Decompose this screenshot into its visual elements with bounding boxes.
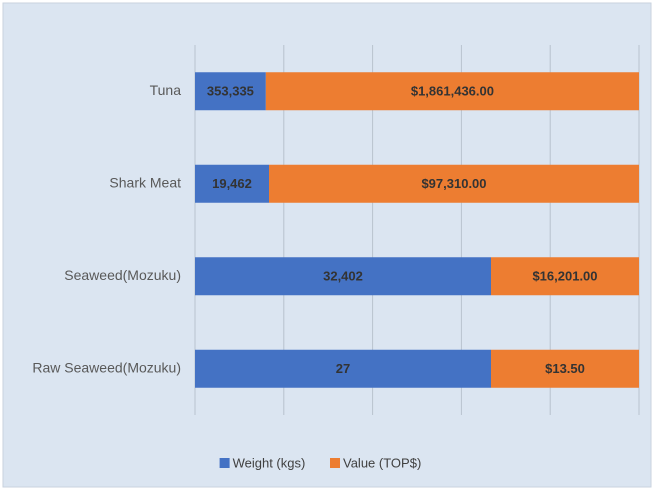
- legend-swatch: [219, 458, 230, 468]
- bar-segment: [195, 164, 269, 203]
- legend-label: Value (TOP$): [343, 455, 421, 470]
- value-label: $13.50: [545, 361, 585, 376]
- legend-label: Weight (kgs): [233, 455, 306, 470]
- bar-segment: [195, 349, 491, 388]
- bar-segment: [491, 349, 639, 388]
- value-label: $1,861,436.00: [411, 84, 494, 99]
- bar-segment: [195, 72, 266, 111]
- bar-segment: [195, 257, 491, 296]
- bar-segment: [491, 257, 639, 296]
- bar-segment: [269, 164, 639, 203]
- value-label: 353,335: [207, 84, 254, 99]
- category-label: Tuna: [150, 82, 182, 98]
- category-label: Shark Meat: [109, 174, 181, 190]
- category-label: Seaweed(Mozuku): [64, 267, 181, 283]
- value-label: $97,310.00: [421, 176, 486, 191]
- category-label: Raw Seaweed(Mozuku): [32, 359, 181, 375]
- value-label: $16,201.00: [532, 269, 597, 284]
- value-label: 27: [336, 361, 350, 376]
- legend-swatch: [330, 458, 340, 468]
- bar-segment: [265, 72, 639, 111]
- value-label: 19,462: [212, 176, 252, 191]
- value-label: 32,402: [323, 269, 363, 284]
